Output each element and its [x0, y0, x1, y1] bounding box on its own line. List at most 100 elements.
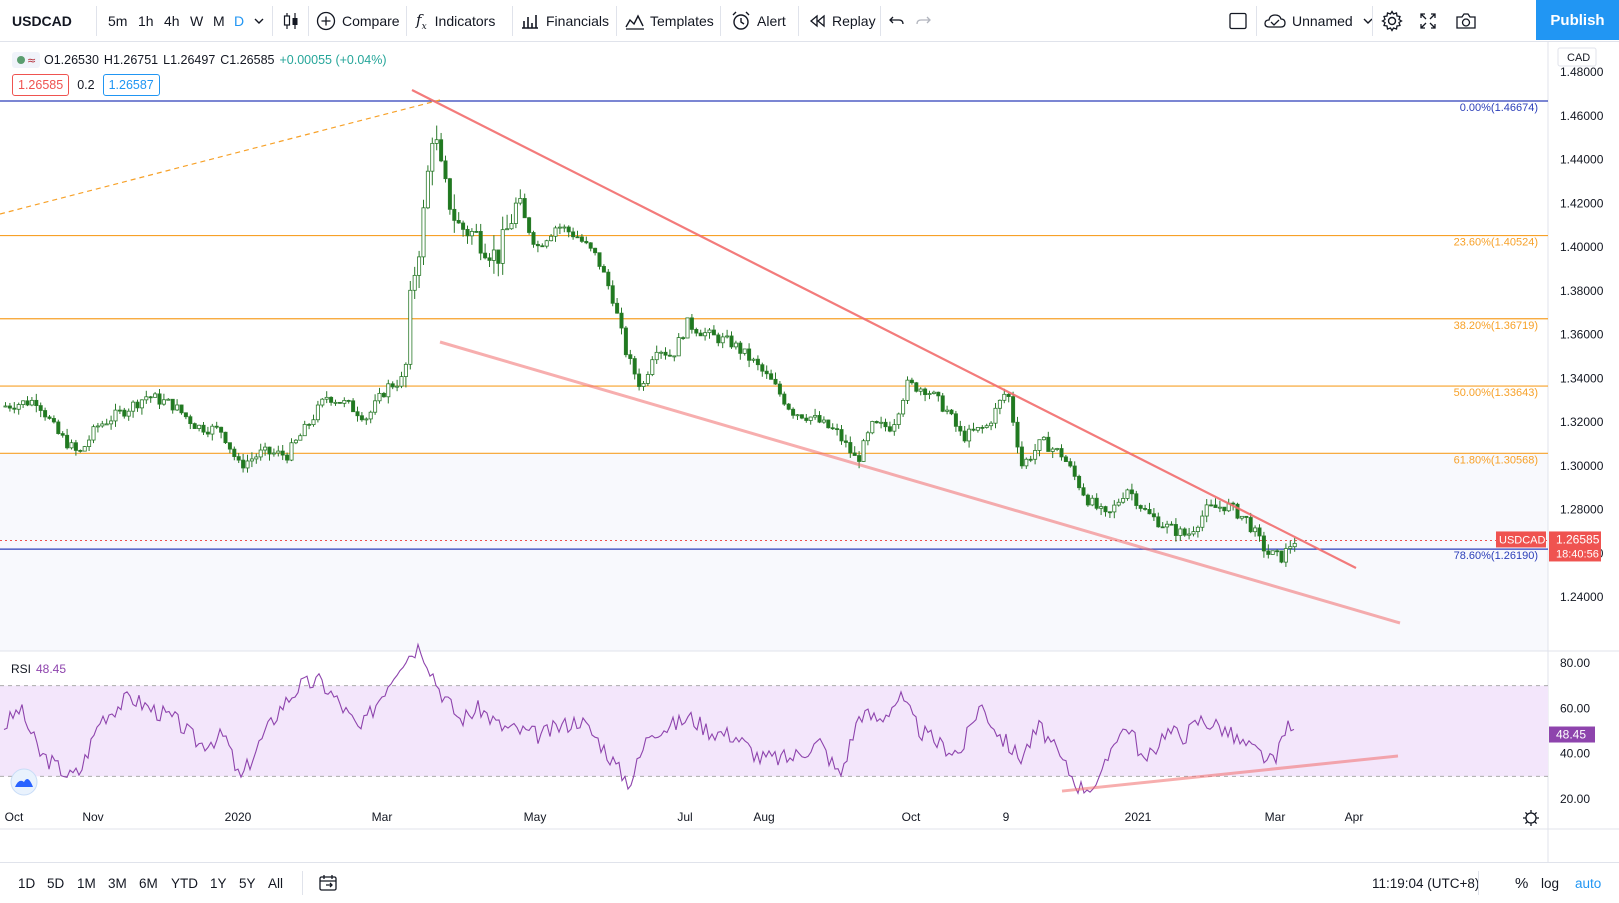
candle-body — [7, 405, 12, 409]
candle-body — [500, 229, 505, 264]
low-value: L1.26497 — [163, 53, 216, 67]
candle-body — [43, 410, 48, 418]
range-1y[interactable]: 1Y — [210, 875, 227, 891]
replay-button[interactable]: Replay — [808, 0, 876, 42]
candle-body — [553, 227, 558, 237]
upper-trend-line[interactable] — [411, 89, 1357, 569]
range-all[interactable]: All — [268, 875, 284, 891]
bar-chart-icon — [522, 15, 538, 29]
range-5y[interactable]: 5Y — [239, 875, 256, 891]
candle-body — [751, 358, 756, 361]
currency-box[interactable] — [1557, 47, 1597, 67]
candle-body — [205, 431, 210, 435]
save-layout-button[interactable]: Unnamed — [1263, 0, 1375, 42]
candle-body — [1081, 487, 1086, 496]
log-scale-toggle[interactable]: log — [1541, 875, 1560, 891]
rsi-tick-label: 60.00 — [1560, 701, 1590, 715]
rsi-band — [0, 685, 1548, 777]
time-axis-label: Oct — [902, 810, 921, 824]
candle-body — [852, 452, 857, 456]
candle-body — [456, 219, 461, 224]
axis-settings-icon[interactable] — [1523, 810, 1539, 826]
rsi-trend-line[interactable] — [1061, 754, 1399, 793]
publish-button[interactable]: Publish — [1536, 0, 1619, 40]
interval-dropdown[interactable] — [252, 0, 266, 42]
alert-button[interactable]: Alert — [730, 0, 786, 42]
settings-button[interactable] — [1380, 0, 1404, 42]
interval-d[interactable]: D — [234, 13, 245, 29]
compare-label: Compare — [342, 13, 400, 29]
candle-body — [223, 431, 228, 444]
candle-body — [1261, 535, 1266, 552]
candle-body — [879, 421, 884, 424]
candle-body — [672, 355, 677, 358]
candle-body — [1134, 493, 1139, 506]
go-to-date-button[interactable] — [318, 863, 338, 903]
templates-icon — [625, 14, 644, 30]
candle-body — [153, 393, 158, 398]
toolbar-divider — [720, 6, 721, 36]
time-axis-label: Jul — [677, 810, 692, 824]
range-3m[interactable]: 3M — [108, 875, 127, 891]
rsi-tick-label: 40.00 — [1560, 747, 1590, 761]
auto-scale-toggle[interactable]: auto — [1575, 875, 1602, 891]
range-6m[interactable]: 6M — [139, 875, 158, 891]
compare-button[interactable]: Compare — [316, 0, 400, 42]
interval-w[interactable]: W — [190, 13, 204, 29]
interval-1h[interactable]: 1h — [138, 13, 154, 29]
candle-body — [531, 232, 536, 245]
chart-canvas[interactable]: 1.48000 1.46000 1.44000 1.42000 1.40000 1.380… — [0, 42, 1619, 862]
range-1m[interactable]: 1M — [77, 875, 96, 891]
fullscreen-button[interactable] — [1418, 0, 1438, 42]
candle-body — [949, 409, 954, 415]
fullscreen-icon — [1420, 13, 1436, 29]
candle-body — [593, 247, 598, 254]
range-5d[interactable]: 5D — [47, 875, 65, 891]
chart-type-button[interactable] — [282, 0, 300, 42]
interval-4h[interactable]: 4h — [164, 13, 180, 29]
symbol-search[interactable]: USDCAD — [12, 13, 72, 29]
lower-trend-line[interactable] — [439, 340, 1401, 625]
time-axis-label: Aug — [753, 810, 774, 824]
candle-body — [1046, 436, 1051, 452]
candle-body — [16, 404, 21, 410]
range-ytd[interactable]: YTD — [171, 875, 198, 891]
candle-body — [637, 373, 642, 387]
rewind-icon — [809, 14, 825, 28]
candle-body — [483, 252, 488, 259]
toolbar-divider — [512, 6, 513, 36]
fib-trend-line[interactable] — [0, 99, 441, 215]
candle-body — [1213, 504, 1218, 508]
layout-button[interactable] — [1228, 0, 1248, 42]
range-1d[interactable]: 1D — [18, 875, 36, 891]
candle-body — [329, 396, 334, 403]
interval-m[interactable]: M — [213, 13, 225, 29]
candle-body — [12, 407, 17, 410]
candle-body — [835, 428, 840, 431]
templates-button[interactable]: Templates — [624, 0, 714, 42]
interval-5m[interactable]: 5m — [108, 13, 128, 29]
gear-icon — [1381, 10, 1403, 32]
candle-body — [989, 422, 994, 427]
ask-price-box[interactable]: 1.26587 — [102, 74, 160, 96]
candle-body — [808, 416, 813, 421]
percent-scale-toggle[interactable]: % — [1515, 874, 1529, 892]
candle-body — [395, 385, 400, 388]
candle-body — [131, 401, 136, 412]
indicators-button[interactable]: fx Indicators — [416, 0, 495, 42]
redo-button[interactable] — [914, 0, 932, 42]
undo-button[interactable] — [888, 0, 906, 42]
candle-body — [711, 329, 716, 336]
candle-body — [487, 257, 492, 261]
snapshot-button[interactable] — [1454, 0, 1478, 42]
candle-body — [434, 139, 439, 144]
toolbar-divider — [308, 6, 309, 36]
bid-price-box[interactable]: 1.26585 — [12, 74, 70, 96]
candle-body — [518, 198, 523, 204]
candle-body — [1059, 448, 1064, 458]
candle-body — [1041, 436, 1046, 441]
clock-timezone[interactable]: 11:19:04 (UTC+8) — [1372, 875, 1480, 891]
candle-body — [535, 243, 540, 247]
financials-button[interactable]: Financials — [520, 0, 609, 42]
candles-icon — [283, 13, 298, 29]
